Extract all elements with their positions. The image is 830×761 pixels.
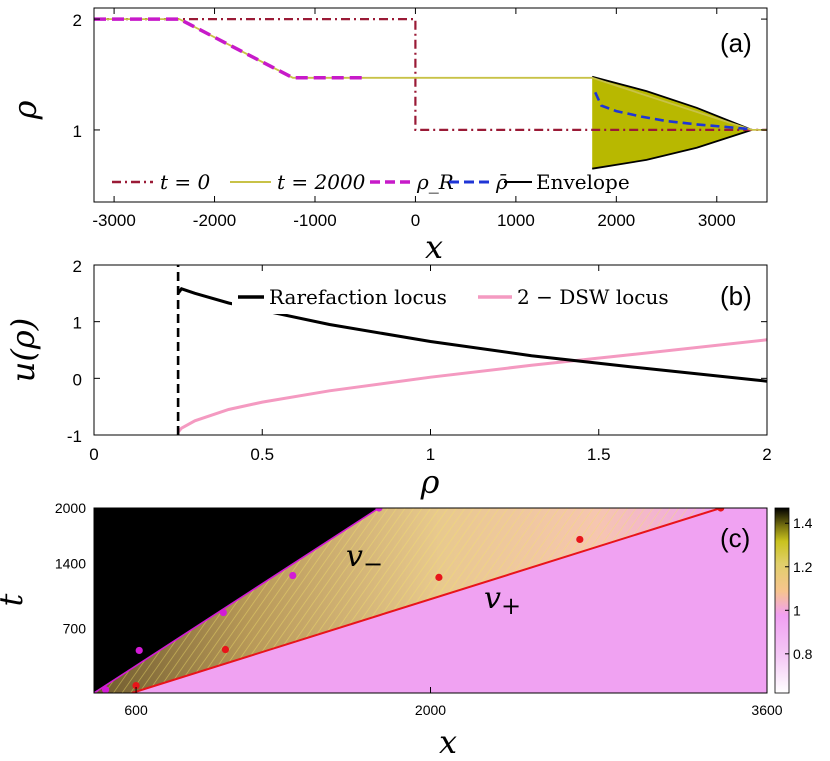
panel-c-ylabel: t [0, 593, 30, 606]
panel-b-label: (b) [720, 281, 752, 311]
colorbar-ticks: 1.4 1.2 1 0.8 [785, 515, 813, 662]
colorbar-scale [774, 507, 790, 694]
panel-b-ytick-label: -1 [67, 427, 82, 446]
envelope-lower-line [592, 129, 753, 170]
panel-a-label: (a) [720, 28, 752, 58]
panel-b-ytick-label: 2 [73, 257, 82, 276]
vminus-marker [219, 608, 227, 617]
panel-a-xtick-label: 1000 [497, 211, 535, 230]
series-t0-line [94, 18, 767, 131]
panel-b-plot-area [176, 265, 767, 435]
panel-a: -3000 -2000 -1000 0 1000 2000 3000 2 1 x ρ (a) t… [6, 7, 768, 266]
vplus-marker [717, 508, 725, 512]
panel-c-plot-area [94, 508, 767, 693]
vminus-edge-line [94, 508, 380, 693]
panel-b-xtick-label: 0 [89, 445, 98, 464]
panel-a-xtick-label: -1000 [293, 211, 336, 230]
envelope-upper-line [591, 75, 753, 131]
panel-a-xtick-label: 3000 [698, 211, 736, 230]
panel-a-plot-area [94, 17, 767, 170]
vminus-sub: − [363, 550, 383, 578]
vplus-sub: + [501, 592, 521, 620]
panel-b-xtick-label: 0.5 [250, 445, 274, 464]
panel-c-xtick-label: 3600 [751, 702, 782, 718]
panel-a-xlabel: x [425, 228, 443, 266]
legend-t0-label: t = 0 [160, 170, 211, 194]
panel-a-xtick-label: 0 [411, 211, 420, 230]
panel-c-label: (c) [720, 523, 750, 553]
panel-a-legend: t = 0 t = 2000 ρ_R ρ̄ Envelope [112, 170, 630, 194]
legend-rhoR-label: ρ_R [416, 170, 454, 194]
panel-a-ticks: -3000 -2000 -1000 0 1000 2000 3000 2 1 [73, 8, 767, 230]
vplus-marker [132, 682, 140, 690]
panel-c-ytick-label: 2000 [55, 500, 86, 516]
vplus-marker [435, 573, 443, 581]
legend-t2000-label: t = 2000 [277, 170, 366, 194]
panel-a-xtick-label: 2000 [597, 211, 635, 230]
colorbar-tick-label: 1 [793, 602, 801, 618]
vminus-marker [289, 571, 297, 580]
panel-c-ytick-label: 700 [63, 620, 87, 636]
legend-rarefaction-label: Rarefaction locus [269, 285, 447, 309]
vplus-v: v [484, 581, 501, 616]
heatmap-dsw-fan-oscillations [94, 508, 721, 693]
panel-b-xtick-label: 1 [426, 445, 435, 464]
panel-b-ylabel: u(ρ) [4, 318, 42, 382]
colorbar: 1.4 1.2 1 0.8 [774, 507, 813, 694]
vplus-marker [576, 535, 584, 544]
panel-a-ytick-label: 1 [73, 122, 82, 141]
panel-b-legend-box [232, 280, 700, 314]
panel-b-ticks: 0 0.5 1 1.5 2 2 1 0 -1 [67, 257, 772, 464]
series-rhoR-line [94, 17, 366, 80]
vplus-edge-line [131, 508, 722, 693]
panel-b-xtick-label: 2 [762, 445, 771, 464]
vminus-label: v− [346, 539, 383, 578]
panel-b-xlabel: ρ [420, 463, 440, 501]
panel-b-ytick-label: 0 [73, 370, 82, 389]
panel-a-xtick-label: -2000 [193, 211, 236, 230]
vplus-label: v+ [484, 581, 521, 620]
series-dsw-locus-line [176, 338, 767, 434]
panel-c-ytick-label: 1400 [55, 556, 86, 572]
colorbar-tick-label: 0.8 [793, 646, 813, 662]
panel-a-ylabel: ρ [6, 100, 44, 120]
panel-c-xlabel: x [439, 723, 457, 761]
panel-b-legend: Rarefaction locus 2 − DSW locus [232, 280, 700, 314]
series-t2000-line [94, 18, 767, 131]
vminus-marker [101, 686, 110, 693]
vminus-v: v [346, 539, 363, 574]
panel-c-ticks: 600 2000 3600 2000 1400 700 [55, 500, 783, 718]
legend-envelope-label: Envelope [536, 170, 630, 194]
colorbar-tick-label: 1.4 [793, 515, 813, 531]
vminus-marker [375, 508, 383, 512]
panel-b-xtick-label: 1.5 [587, 445, 611, 464]
vplus-marker [221, 645, 230, 654]
legend-dsw-label: 2 − DSW locus [517, 285, 669, 309]
colorbar-tick-label: 1.2 [793, 559, 813, 575]
panel-b-ytick-label: 1 [73, 314, 82, 333]
legend-rhobar-label: ρ̄ [495, 170, 508, 194]
vminus-marker [135, 646, 143, 655]
series-rarefaction-locus-line [176, 287, 767, 383]
panel-c-xtick-label: 2000 [415, 702, 446, 718]
series-rhobar-line [594, 91, 753, 132]
panel-c-xtick-label: 600 [124, 702, 148, 718]
panel-a-xtick-label: -3000 [92, 211, 135, 230]
panel-a-frame [93, 7, 768, 203]
panel-a-ytick-label: 2 [73, 11, 82, 30]
panel-b: 0 0.5 1 1.5 2 2 1 0 -1 ρ u(ρ) (b) Rarefaction lo… [4, 257, 772, 501]
